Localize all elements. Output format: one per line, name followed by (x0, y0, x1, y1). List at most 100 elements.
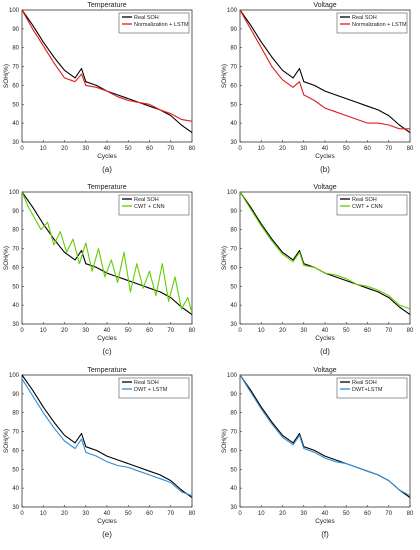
y-tick-label: 90 (12, 27, 19, 33)
x-tick-label: 40 (322, 511, 329, 517)
y-tick-label: 60 (12, 448, 19, 454)
y-tick-label: 100 (9, 8, 20, 14)
chart-panel-d: Voltage 0 10 20 30 40 50 60 70 80 30 40 50 60 70 80 90 10… (221, 184, 414, 356)
y-tick-label: 70 (230, 430, 237, 436)
x-tick-label: 30 (82, 146, 89, 152)
y-tick-label: 80 (12, 46, 19, 52)
chart-title: Voltage (313, 184, 336, 191)
chart-panel-c: Temperature 0 10 20 30 40 50 60 70 80 30 40 50 60 70 80… (3, 184, 196, 356)
x-tick-label: 60 (364, 328, 371, 334)
y-tick-label: 100 (9, 373, 20, 379)
x-tick-label: 60 (364, 511, 371, 517)
y-tick-label: 50 (230, 467, 237, 473)
x-tick-label: 50 (343, 328, 350, 334)
y-tick-label: 100 (9, 190, 20, 196)
x-tick-label: 0 (238, 146, 242, 152)
legend-box (118, 377, 190, 399)
x-tick-label: 20 (279, 146, 286, 152)
x-tick-label: 40 (322, 146, 329, 152)
y-axis-label: SOH(%) (221, 246, 228, 270)
panel-caption: (b) (320, 165, 330, 174)
x-tick-label: 0 (238, 511, 242, 517)
x-tick-label: 30 (82, 328, 89, 334)
legend-label: Real SOH (134, 380, 159, 386)
x-tick-label: 30 (300, 146, 307, 152)
y-tick-label: 90 (12, 209, 19, 215)
y-tick-label: 80 (230, 411, 237, 417)
y-axis-label: SOH(%) (221, 64, 228, 88)
x-tick-label: 20 (61, 328, 68, 334)
chart-title: Temperature (87, 184, 126, 191)
y-tick-label: 30 (230, 140, 237, 146)
y-tick-label: 70 (12, 65, 19, 71)
x-tick-label: 70 (385, 328, 392, 334)
y-tick-label: 50 (12, 102, 19, 108)
x-tick-label: 0 (20, 511, 24, 517)
y-tick-label: 30 (230, 322, 237, 328)
x-tick-label: 20 (279, 328, 286, 334)
legend-label: Normalization + LSTM (352, 22, 407, 28)
y-tick-label: 70 (230, 65, 237, 71)
y-tick-label: 100 (227, 8, 238, 14)
legend-box (336, 12, 408, 34)
x-tick-label: 80 (407, 328, 414, 334)
chart-panel-f: Voltage 0 10 20 30 40 50 60 70 80 30 40 50 60 70 80 90 10… (221, 367, 414, 539)
series-line-prediction (239, 191, 411, 310)
x-tick-label: 80 (407, 511, 414, 517)
x-tick-label: 80 (189, 146, 196, 152)
y-tick-label: 70 (12, 247, 19, 253)
x-tick-label: 60 (146, 511, 153, 517)
y-tick-label: 100 (227, 190, 238, 196)
x-tick-label: 20 (279, 511, 286, 517)
x-axis-label: Cycles (315, 335, 335, 342)
x-axis-label: Cycles (97, 335, 117, 342)
y-tick-label: 50 (230, 284, 237, 290)
chart-panel-a: Temperature 0 10 20 30 40 50 60 70 80 30 40 50 60 70 80… (3, 2, 196, 174)
x-tick-label: 40 (104, 511, 111, 517)
x-tick-label: 50 (125, 146, 132, 152)
x-tick-label: 10 (40, 511, 47, 517)
legend-label: CWT + CNN (134, 204, 165, 210)
x-tick-label: 50 (343, 146, 350, 152)
y-tick-label: 30 (12, 505, 19, 511)
y-tick-label: 40 (230, 303, 237, 309)
x-tick-label: 0 (238, 328, 242, 334)
x-tick-label: 40 (104, 146, 111, 152)
y-tick-label: 90 (230, 392, 237, 398)
y-tick-label: 60 (230, 83, 237, 89)
y-tick-label: 30 (12, 140, 19, 146)
x-tick-label: 0 (20, 146, 24, 152)
series-line-prediction (21, 378, 193, 497)
y-tick-label: 70 (12, 430, 19, 436)
legend-label: Real SOH (134, 15, 159, 21)
legend-label: Real SOH (134, 197, 159, 203)
legend-box (118, 12, 190, 34)
x-tick-label: 70 (385, 146, 392, 152)
x-tick-label: 10 (40, 328, 47, 334)
y-tick-label: 90 (12, 392, 19, 398)
x-tick-label: 10 (258, 146, 265, 152)
y-tick-label: 60 (230, 448, 237, 454)
y-axis-label: SOH(%) (3, 429, 10, 453)
chart-panel-b: Voltage 0 10 20 30 40 50 60 70 80 30 40 50 60 70 80 90 10… (221, 2, 414, 174)
series-line-prediction (239, 9, 410, 130)
y-tick-label: 90 (230, 27, 237, 33)
y-axis-label: SOH(%) (3, 246, 10, 270)
y-tick-label: 80 (12, 228, 19, 234)
y-tick-label: 40 (12, 121, 19, 127)
panel-caption: (c) (102, 347, 112, 356)
series-line-prediction (239, 374, 411, 497)
x-tick-label: 50 (125, 511, 132, 517)
y-tick-label: 40 (230, 121, 237, 127)
y-tick-label: 100 (227, 373, 238, 379)
y-tick-label: 40 (230, 486, 237, 492)
panel-caption: (d) (320, 347, 330, 356)
y-tick-label: 60 (12, 265, 19, 271)
x-tick-label: 20 (61, 146, 68, 152)
x-tick-label: 30 (300, 511, 307, 517)
chart-title: Voltage (313, 367, 336, 374)
x-axis-label: Cycles (97, 153, 117, 160)
chart-title: Temperature (87, 367, 126, 374)
series-line-real-soh (239, 9, 411, 134)
